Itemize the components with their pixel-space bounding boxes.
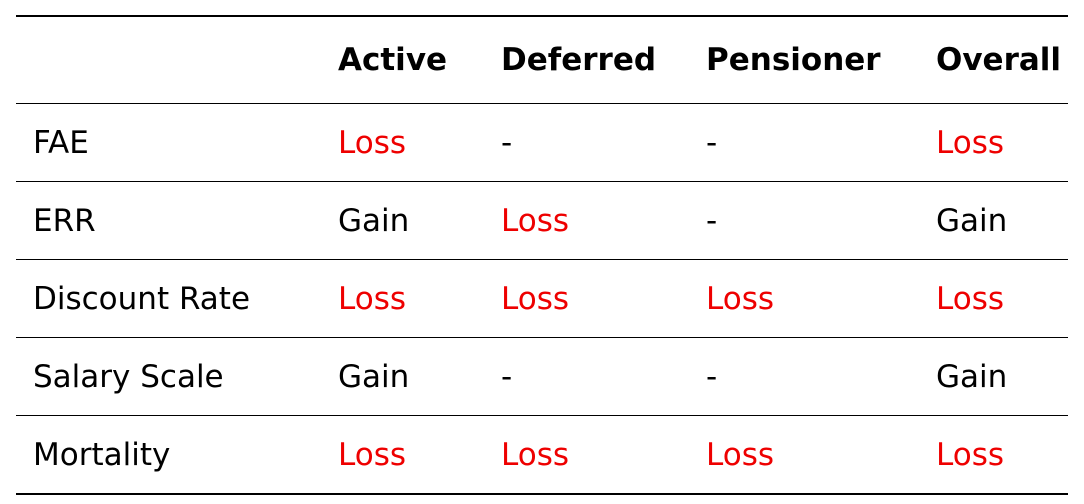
gain-loss-table: Active Deferred Pensioner Overall FAE Lo…: [16, 15, 1068, 495]
cell-overall: Loss: [919, 415, 1068, 495]
cell-pensioner: Loss: [689, 415, 919, 495]
table-row: Salary Scale Gain - - Gain: [16, 337, 1068, 416]
cell-active: Loss: [321, 103, 484, 182]
row-label: Mortality: [16, 415, 321, 495]
cell-overall: Loss: [919, 103, 1068, 182]
cell-overall: Loss: [919, 259, 1068, 338]
table-row: FAE Loss - - Loss: [16, 103, 1068, 182]
row-label: FAE: [16, 103, 321, 182]
table-row: Discount Rate Loss Loss Loss Loss: [16, 259, 1068, 338]
cell-active: Loss: [321, 259, 484, 338]
cell-overall: Gain: [919, 337, 1068, 416]
cell-active: Loss: [321, 415, 484, 495]
cell-active: Gain: [321, 337, 484, 416]
row-label: Discount Rate: [16, 259, 321, 338]
table-row: Mortality Loss Loss Loss Loss: [16, 415, 1068, 495]
cell-pensioner: -: [689, 337, 919, 416]
header-deferred: Deferred: [484, 15, 689, 104]
row-label: Salary Scale: [16, 337, 321, 416]
header-row: Active Deferred Pensioner Overall: [16, 15, 1068, 104]
cell-deferred: -: [484, 337, 689, 416]
header-active: Active: [321, 15, 484, 104]
table-row: ERR Gain Loss - Gain: [16, 181, 1068, 260]
header-overall: Overall: [919, 15, 1068, 104]
cell-deferred: Loss: [484, 415, 689, 495]
cell-pensioner: -: [689, 103, 919, 182]
cell-pensioner: -: [689, 181, 919, 260]
header-pensioner: Pensioner: [689, 15, 919, 104]
cell-overall: Gain: [919, 181, 1068, 260]
header-corner: [16, 15, 321, 104]
cell-active: Gain: [321, 181, 484, 260]
cell-pensioner: Loss: [689, 259, 919, 338]
row-label: ERR: [16, 181, 321, 260]
cell-deferred: -: [484, 103, 689, 182]
cell-deferred: Loss: [484, 181, 689, 260]
cell-deferred: Loss: [484, 259, 689, 338]
